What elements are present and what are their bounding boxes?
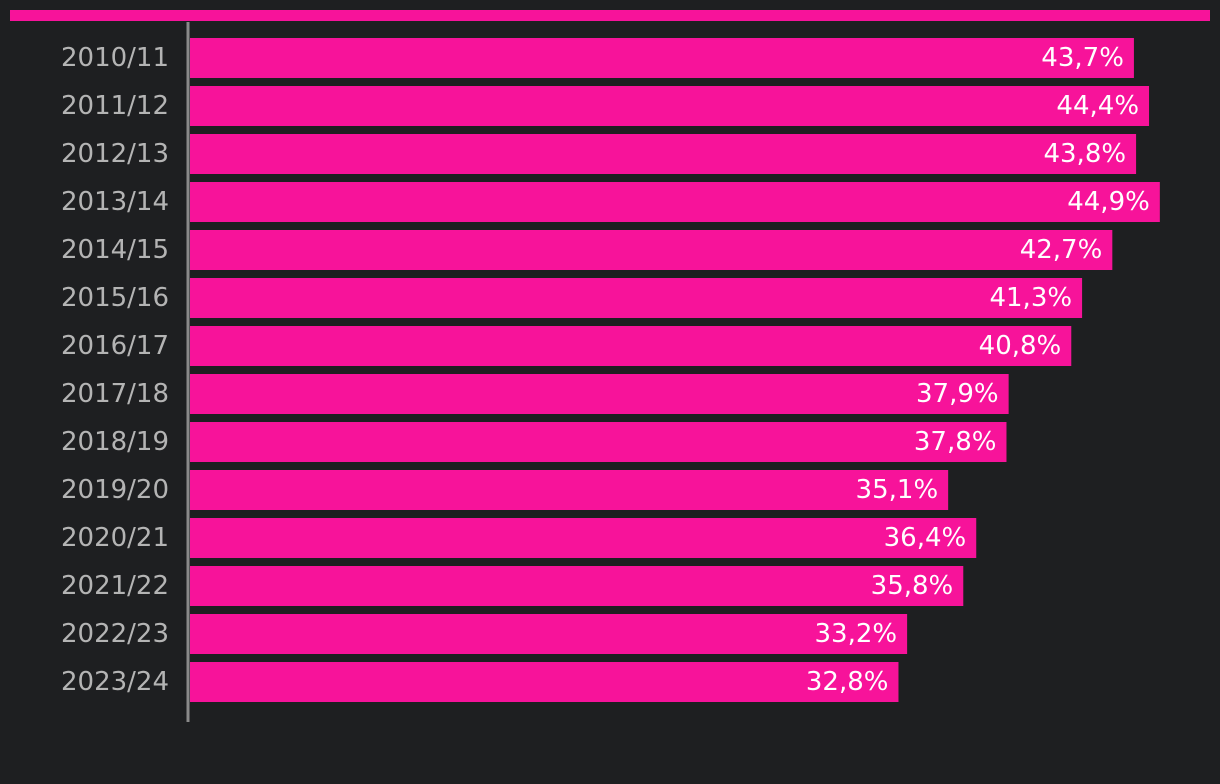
bar-2019-20 bbox=[190, 470, 949, 510]
bar-2016-17 bbox=[190, 326, 1072, 366]
bar-2020-21 bbox=[190, 518, 977, 558]
category-label: 2021/22 bbox=[61, 571, 169, 601]
top-accent-rule bbox=[10, 10, 1210, 21]
value-label: 35,8% bbox=[871, 571, 954, 601]
bar-2022-23 bbox=[190, 614, 908, 654]
value-label: 42,7% bbox=[1020, 235, 1103, 265]
value-label: 41,3% bbox=[989, 283, 1072, 313]
category-label: 2016/17 bbox=[61, 331, 169, 361]
category-label: 2010/11 bbox=[61, 43, 169, 73]
bar-2017-18 bbox=[190, 374, 1009, 414]
value-label: 37,8% bbox=[914, 427, 997, 457]
category-label: 2020/21 bbox=[61, 523, 169, 553]
category-label: 2014/15 bbox=[61, 235, 169, 265]
bar-2014-15 bbox=[190, 230, 1113, 270]
value-label: 37,9% bbox=[916, 379, 999, 409]
value-label: 35,1% bbox=[856, 475, 939, 505]
bar-2013-14 bbox=[190, 182, 1160, 222]
value-label: 43,8% bbox=[1043, 139, 1126, 169]
bar-2011-12 bbox=[190, 86, 1150, 126]
value-label: 33,2% bbox=[815, 619, 898, 649]
category-label: 2023/24 bbox=[61, 667, 169, 697]
value-label: 44,9% bbox=[1067, 187, 1150, 217]
category-label: 2015/16 bbox=[61, 283, 169, 313]
bars-group bbox=[190, 38, 1160, 702]
bar-2021-22 bbox=[190, 566, 964, 606]
bar-2010-11 bbox=[190, 38, 1134, 78]
value-label: 43,7% bbox=[1041, 43, 1124, 73]
category-label: 2018/19 bbox=[61, 427, 169, 457]
value-label: 36,4% bbox=[884, 523, 967, 553]
category-label: 2012/13 bbox=[61, 139, 169, 169]
category-label: 2019/20 bbox=[61, 475, 169, 505]
value-label: 44,4% bbox=[1056, 91, 1139, 121]
category-label: 2013/14 bbox=[61, 187, 169, 217]
category-label: 2017/18 bbox=[61, 379, 169, 409]
value-label: 32,8% bbox=[806, 667, 889, 697]
bar-2012-13 bbox=[190, 134, 1137, 174]
value-labels-group: 43,7% 44,4% 43,8% 44,9% 42,7% 41,3% 40,8% 37,9%… bbox=[806, 43, 1150, 697]
category-label: 2011/12 bbox=[61, 91, 169, 121]
bar-2018-19 bbox=[190, 422, 1007, 462]
value-label: 40,8% bbox=[979, 331, 1062, 361]
category-label: 2022/23 bbox=[61, 619, 169, 649]
bar-2015-16 bbox=[190, 278, 1083, 318]
bar-2023-24 bbox=[190, 662, 899, 702]
category-labels-group: 2010/11 2011/12 2012/13 2013/14 2014/15 2015/… bbox=[61, 43, 169, 697]
